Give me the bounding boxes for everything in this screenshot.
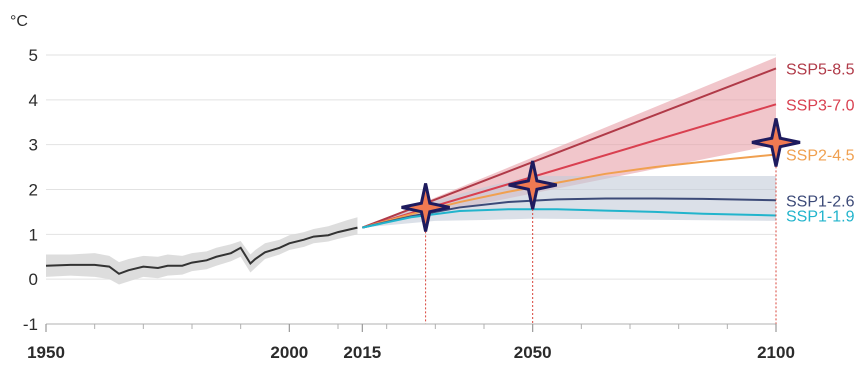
x-tick-label: 2050 [514,343,552,362]
uncertainty-band [362,57,776,228]
x-tick-label: 2015 [343,343,381,362]
x-tick-label: 2100 [757,343,795,362]
series-label: SSP5-8.5 [786,61,855,78]
y-tick-label: 2 [29,181,38,200]
grid [46,54,776,325]
star-marker-icon [508,160,558,210]
y-tick-label: 4 [29,91,38,110]
observed-line [45,226,358,275]
observed-series [45,217,358,285]
series-label: SSP1-1.9 [786,209,855,226]
observed-band [46,217,358,285]
uncertainty-bands [362,57,776,228]
x-tick-label: 1950 [27,343,65,362]
y-tick-label: 3 [29,136,38,155]
droplines [425,142,777,324]
series-label: SSP1-2.6 [786,193,855,210]
series-label: SSP3-7.0 [786,97,855,114]
series-line [361,67,777,229]
y-tick-label: 1 [29,225,38,244]
markers [401,118,801,232]
unit-label: °C [10,13,28,30]
y-tick-label: 0 [29,270,38,289]
uncertainty-band [362,176,776,228]
star-marker-icon [751,118,801,167]
axes: -1 0 1 2 3 4 5 1950 2000 2015 2050 2100 [23,46,795,362]
x-tick-label: 2000 [270,343,308,362]
series-label: SSP2-4.5 [786,148,855,165]
y-tick-label: 5 [29,46,38,65]
star-marker-icon [401,183,450,232]
y-tick-label: -1 [23,315,38,334]
